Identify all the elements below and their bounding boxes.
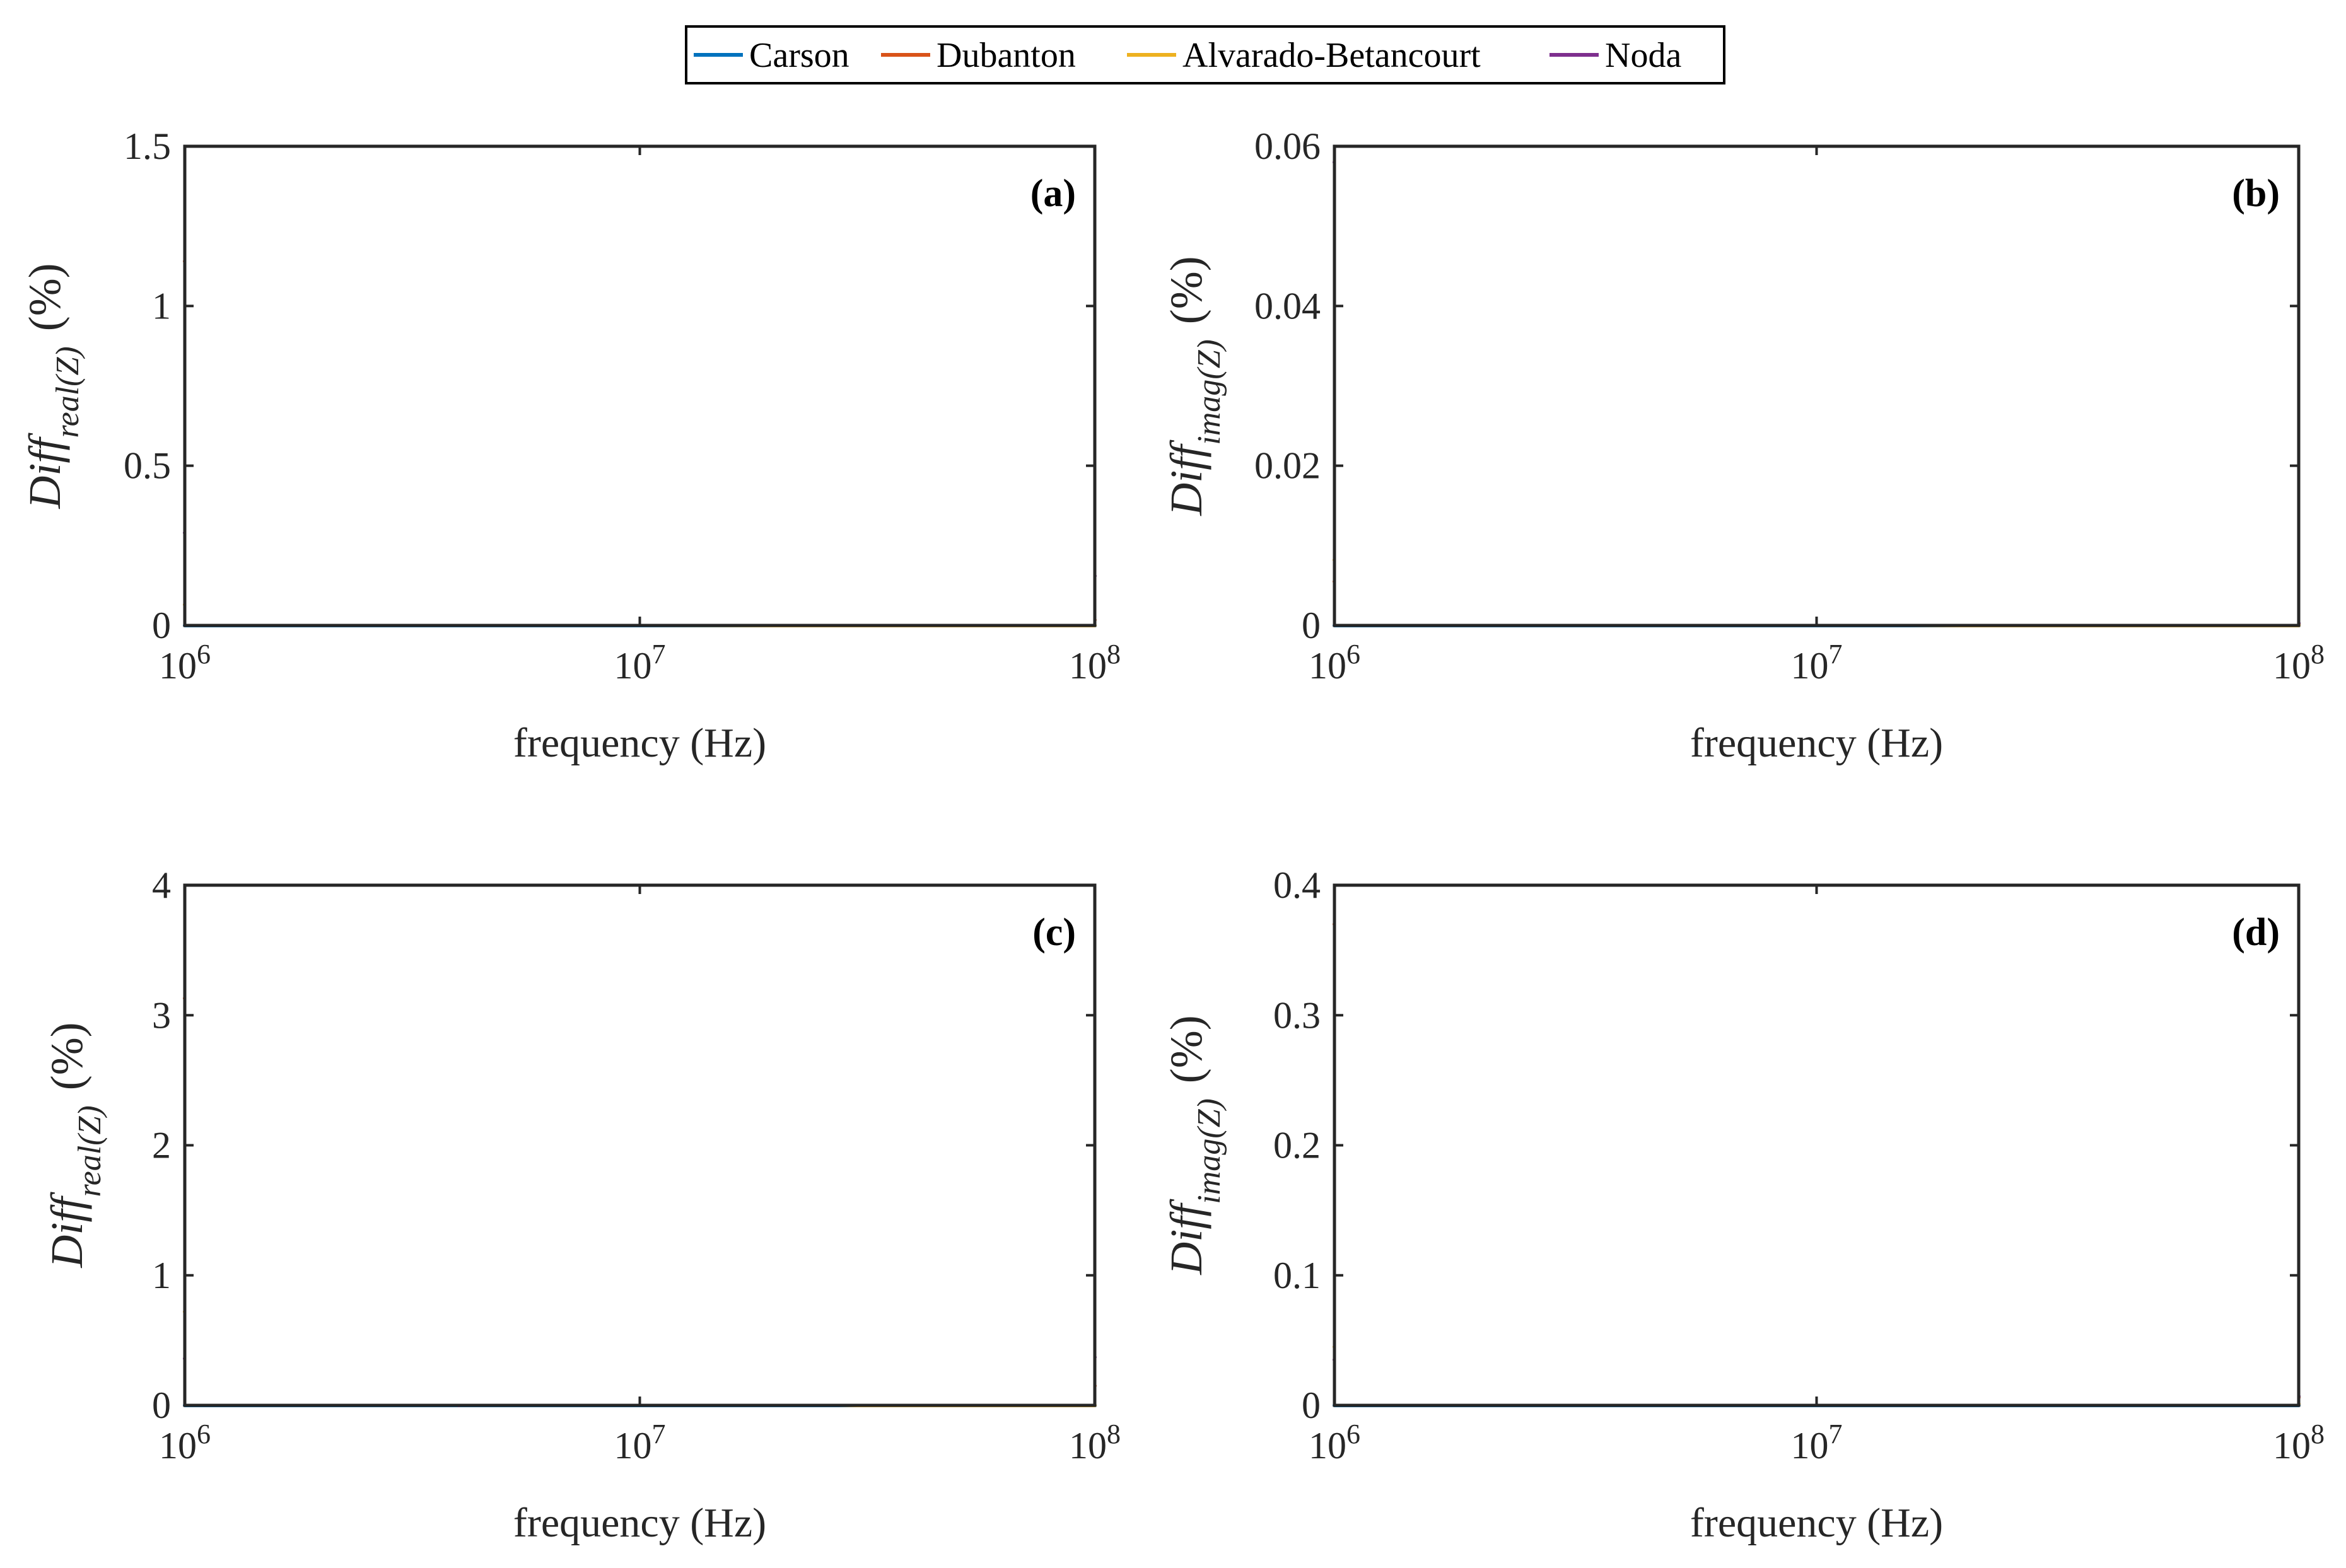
legend-label-alvarado-betancourt: Alvarado-Betancourt [1182, 36, 1481, 75]
y-tick-label: 0 [1302, 1385, 1321, 1426]
legend-label-noda: Noda [1605, 36, 1681, 75]
y-tick-label: 0.4 [1273, 864, 1321, 906]
x-tick-label: 107 [614, 639, 666, 687]
panel-d: 0 0.1 0.2 0.3 0.4 106 107 108 frequency (Hz) Diff… [1161, 864, 2325, 1546]
x-tick-label: 106 [159, 639, 211, 687]
legend-label-dubanton: Dubanton [937, 36, 1076, 75]
y-tick-label: 0 [152, 605, 171, 646]
y-axis-label: Diffreal(Z)(%) [20, 263, 86, 509]
legend-label-carson: Carson [749, 36, 849, 75]
y-tick-label: 0.2 [1273, 1125, 1321, 1166]
x-axis-label: frequency (Hz) [1690, 720, 1943, 766]
x-tick-label: 108 [2273, 639, 2325, 687]
panel-label: (c) [1032, 911, 1076, 954]
y-tick-label: 0.06 [1254, 125, 1321, 167]
axes-frame [1333, 144, 2301, 627]
y-tick-label: 0.3 [1273, 994, 1321, 1036]
axes-frame [1333, 883, 2301, 1407]
y-tick-label: 0.04 [1254, 285, 1321, 327]
legend: Carson Dubanton Alvarado-Betancourt Noda [685, 25, 1725, 84]
x-tick-label: 107 [1791, 639, 1843, 687]
y-tick-label: 0.1 [1273, 1255, 1321, 1296]
x-tick-label: 107 [614, 1419, 666, 1467]
x-axis-label: frequency (Hz) [1690, 1500, 1943, 1546]
axes-frame [183, 144, 1097, 627]
x-tick-label: 108 [2273, 1419, 2325, 1467]
y-tick-label: 0.02 [1254, 445, 1321, 487]
x-tick-label: 106 [159, 1419, 211, 1467]
panel-label: (b) [2232, 172, 2280, 215]
y-tick-label: 3 [152, 994, 171, 1036]
legend-entry-noda[interactable]: Noda [1549, 36, 1681, 75]
x-tick-label: 108 [1069, 639, 1121, 687]
y-tick-label: 1.5 [124, 125, 171, 167]
y-tick-label: 0 [152, 1385, 171, 1426]
x-axis-label: frequency (Hz) [513, 720, 766, 766]
legend-entry-alvarado-betancourt[interactable]: Alvarado-Betancourt [1127, 36, 1481, 75]
x-axis-label: frequency (Hz) [513, 1500, 766, 1546]
legend-entry-dubanton[interactable]: Dubanton [881, 36, 1076, 75]
y-axis-label: Diffimag(Z)(%) [1161, 256, 1227, 516]
panel-a: 0 0.5 1 1.5 106 107 108 frequency (Hz) Diffreal(… [20, 125, 1121, 766]
panel-label: (d) [2232, 911, 2280, 954]
y-tick-label: 1 [152, 285, 171, 327]
panel-c: 0 1 2 3 4 106 107 108 frequency (Hz) Diffreal(Z)(… [42, 864, 1121, 1546]
x-tick-label: 106 [1309, 639, 1360, 687]
x-tick-label: 106 [1309, 1419, 1360, 1467]
axes-frame [183, 883, 1097, 1407]
x-tick-label: 108 [1069, 1419, 1121, 1467]
panel-label: (a) [1030, 172, 1076, 215]
y-tick-label: 2 [152, 1125, 171, 1166]
y-tick-label: 0.5 [124, 445, 171, 487]
y-tick-label: 4 [152, 864, 171, 906]
y-axis-label: Diffreal(Z)(%) [42, 1022, 108, 1268]
y-axis-label: Diffimag(Z)(%) [1161, 1015, 1227, 1275]
x-tick-label: 107 [1791, 1419, 1843, 1467]
legend-entry-carson[interactable]: Carson [694, 36, 849, 75]
y-tick-label: 1 [152, 1255, 171, 1296]
y-tick-label: 0 [1302, 605, 1321, 646]
panel-b: 0 0.02 0.04 0.06 106 107 108 frequency (Hz) Diff… [1161, 125, 2325, 766]
